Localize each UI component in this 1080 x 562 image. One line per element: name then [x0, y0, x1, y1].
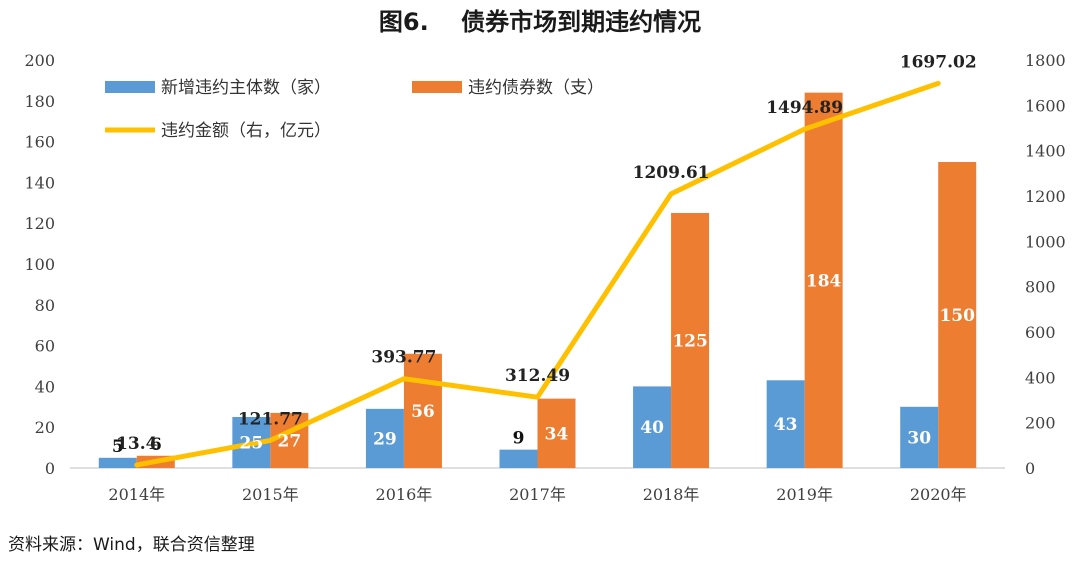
x-tick-label: 2019年	[776, 485, 833, 504]
right-y-tick-label: 1400	[1025, 142, 1066, 161]
bar-data-label: 25	[240, 434, 264, 454]
left-y-tick-label: 120	[24, 214, 55, 233]
bars-group	[98, 92, 977, 468]
bar-data-label: 29	[373, 429, 397, 449]
x-tick-label: 2016年	[376, 485, 433, 504]
left-y-tick-label: 60	[35, 337, 55, 356]
bar-default-bonds	[403, 353, 442, 468]
bar-data-label: 40	[640, 418, 664, 438]
line-data-label: 121.77	[238, 409, 303, 429]
line-series-group	[134, 80, 941, 468]
bar-data-label: 6	[150, 435, 162, 455]
bar-data-label: 184	[806, 271, 842, 291]
line-data-label: 1697.02	[900, 52, 977, 72]
bar-new-default-entities	[633, 386, 672, 468]
left-y-tick-label: 140	[24, 173, 55, 192]
left-y-tick-label: 200	[24, 51, 55, 70]
left-y-tick-label: 80	[35, 296, 55, 315]
line-data-label: 1209.61	[633, 163, 710, 183]
line-data-label: 312.49	[505, 366, 570, 386]
left-y-axis-ticks: 0 20 40 60 80 100 120 140 160 180 200	[24, 51, 55, 478]
legend-swatch	[412, 81, 462, 93]
left-y-tick-label: 0	[45, 459, 55, 478]
right-y-tick-label: 1800	[1025, 51, 1066, 70]
x-tick-label: 2020年	[910, 485, 967, 504]
legend-label: 新增违约主体数（家）	[161, 78, 331, 98]
right-y-tick-label: 1600	[1025, 96, 1066, 115]
legend-label: 违约金额（右，亿元）	[161, 121, 331, 141]
left-y-tick-label: 20	[35, 418, 55, 437]
legend-item-default-bonds: 违约债券数（支）	[412, 78, 604, 98]
right-y-tick-label: 600	[1025, 323, 1056, 342]
x-tick-label: 2017年	[509, 485, 566, 504]
right-y-tick-label: 200	[1025, 414, 1056, 433]
bar-data-label: 43	[774, 415, 798, 435]
data-labels-group: 5 25 29 9 40 43 30 6 27 56 34 125 184 150 13.4 121.77 39…	[112, 52, 977, 456]
x-tick-label: 2014年	[108, 485, 165, 504]
bar-new-default-entities	[766, 380, 805, 468]
line-data-label: 13.4	[116, 434, 158, 454]
bar-default-bonds	[671, 213, 710, 468]
source-note: 资料来源：Wind，联合资信整理	[8, 535, 255, 555]
bar-data-label: 125	[672, 332, 708, 352]
bar-data-label: 5	[112, 437, 124, 457]
right-y-tick-label: 0	[1025, 459, 1035, 478]
line-data-label: 1494.89	[766, 98, 843, 118]
chart-title: 图6. 债券市场到期违约情况	[378, 8, 702, 36]
bar-data-label: 27	[278, 431, 302, 451]
right-y-axis-ticks: 0 200 400 600 800 1000 1200 1400 1600 1800	[1025, 51, 1066, 478]
bar-data-label: 56	[411, 402, 435, 422]
right-y-tick-label: 400	[1025, 368, 1056, 387]
bar-new-default-entities	[98, 457, 137, 468]
bar-data-label: 34	[545, 424, 569, 444]
x-axis: 2014年 2015年 2016年 2017年 2018年 2019年 2020年	[70, 467, 1005, 504]
right-y-tick-label: 1000	[1025, 232, 1066, 251]
bar-default-bonds	[804, 92, 843, 468]
bar-new-default-entities	[900, 406, 939, 468]
x-tick-label: 2018年	[643, 485, 700, 504]
legend-label: 违约债券数（支）	[468, 78, 604, 98]
legend-item-new-default-entities: 新增违约主体数（家）	[105, 78, 331, 98]
bar-new-default-entities	[365, 408, 404, 468]
x-tick-label: 2015年	[242, 485, 299, 504]
legend-item-default-amount: 违约金额（右，亿元）	[105, 121, 331, 141]
bar-default-bonds	[938, 162, 977, 468]
bar-data-label: 30	[907, 428, 931, 448]
bar-default-bonds	[270, 412, 309, 468]
right-y-tick-label: 1200	[1025, 187, 1066, 206]
left-y-tick-label: 180	[24, 92, 55, 111]
legend: 新增违约主体数（家） 违约债券数（支） 违约金额（右，亿元）	[105, 78, 604, 141]
bar-data-label: 9	[513, 429, 525, 449]
left-y-tick-label: 40	[35, 377, 55, 396]
bar-data-label: 150	[939, 306, 975, 326]
chart-svg: 0 20 40 60 80 100 120 140 160 180 200 0 200 400 600 80…	[24, 51, 1066, 504]
legend-swatch	[105, 81, 155, 93]
bar-new-default-entities	[499, 449, 538, 468]
line-default-amount	[134, 80, 941, 468]
bar-default-bonds	[537, 398, 576, 468]
line-data-label: 393.77	[371, 348, 436, 368]
left-y-tick-label: 100	[24, 255, 55, 274]
right-y-tick-label: 800	[1025, 278, 1056, 297]
left-y-tick-label: 160	[24, 133, 55, 152]
